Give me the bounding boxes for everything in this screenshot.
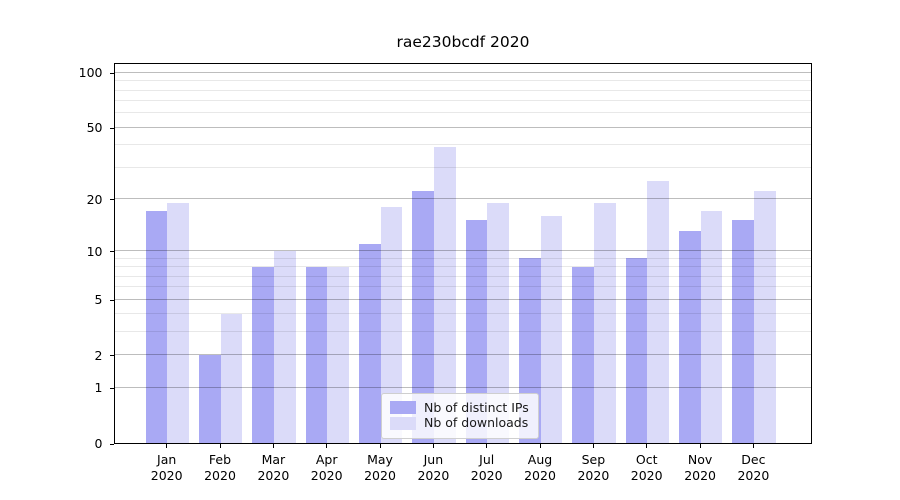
gridline-major-1 xyxy=(115,386,811,388)
x-tick-label-apr: Apr 2020 xyxy=(310,452,343,483)
x-tick-mark-jun xyxy=(432,444,434,448)
y-tick-label-0: 0 xyxy=(94,436,103,451)
x-tick-mark-oct xyxy=(646,444,648,448)
gridline-major-20 xyxy=(115,198,811,199)
y-tick-mark-2 xyxy=(109,355,114,357)
bar-downloads-dec xyxy=(753,191,776,443)
y-tick-mark-20 xyxy=(109,199,114,200)
x-tick-label-nov: Nov 2020 xyxy=(684,452,716,483)
gridline-major-50 xyxy=(115,126,811,128)
x-tick-label-jan: Jan 2020 xyxy=(150,452,183,483)
bar-distinct-ips-sep xyxy=(572,266,594,443)
legend-row-distinct-ips: Nb of distinct IPs xyxy=(390,399,529,415)
x-tick-mark-feb xyxy=(219,444,221,448)
bar-distinct-ips-feb xyxy=(198,354,221,443)
legend-label-distinct-ips: Nb of distinct IPs xyxy=(424,399,529,415)
bar-downloads-may xyxy=(380,206,403,443)
gridline-minor-3 xyxy=(115,331,811,333)
x-tick-label-feb: Feb 2020 xyxy=(204,452,236,483)
gridline-minor-40 xyxy=(115,144,811,146)
legend-row-downloads: Nb of downloads xyxy=(390,416,529,430)
plot-area: Nb of distinct IPs Nb of downloads xyxy=(114,63,812,444)
bar-distinct-ips-dec xyxy=(732,220,754,443)
gridline-minor-6 xyxy=(115,286,811,288)
x-tick-mark-may xyxy=(379,444,381,448)
x-tick-mark-mar xyxy=(272,444,274,448)
x-tick-mark-nov xyxy=(699,444,701,448)
x-tick-mark-jan xyxy=(166,444,168,448)
bar-downloads-feb xyxy=(220,313,243,443)
y-tick-label-10: 10 xyxy=(86,243,103,259)
x-tick-mark-apr xyxy=(326,444,328,448)
gridline-major-10 xyxy=(115,250,811,251)
gridline-minor-7 xyxy=(115,275,811,277)
legend: Nb of distinct IPs Nb of downloads xyxy=(381,393,539,439)
x-tick-mark-jul xyxy=(486,444,488,448)
y-tick-mark-10 xyxy=(109,251,114,252)
y-tick-mark-100 xyxy=(109,72,114,74)
x-tick-mark-aug xyxy=(539,444,541,448)
x-tick-label-may: May 2020 xyxy=(364,452,396,483)
gridline-minor-70 xyxy=(115,100,811,102)
gridline-major-5 xyxy=(115,298,811,300)
x-tick-label-dec: Dec 2020 xyxy=(737,452,770,483)
y-tick-label-5: 5 xyxy=(94,292,103,308)
y-tick-mark-5 xyxy=(109,299,114,301)
y-tick-mark-1 xyxy=(109,387,114,389)
y-tick-mark-0 xyxy=(109,443,114,445)
x-tick-label-sep: Sep 2020 xyxy=(577,452,610,483)
y-tick-label-2: 2 xyxy=(94,347,103,363)
y-tick-mark-50 xyxy=(109,127,114,129)
bar-distinct-ips-mar xyxy=(252,266,274,443)
x-tick-label-jun: Jun 2020 xyxy=(417,452,450,483)
bar-distinct-ips-jan xyxy=(145,210,168,443)
legend-swatch-distinct-ips xyxy=(390,401,416,414)
y-tick-label-100: 100 xyxy=(78,65,103,81)
legend-swatch-downloads xyxy=(390,416,416,430)
gridline-minor-90 xyxy=(115,80,811,82)
bar-downloads-sep xyxy=(593,202,616,443)
gridline-major-100 xyxy=(115,71,811,73)
bar-downloads-oct xyxy=(647,181,670,443)
gridline-minor-80 xyxy=(115,89,811,91)
bar-downloads-apr xyxy=(327,266,350,443)
legend-label-downloads: Nb of downloads xyxy=(424,415,529,430)
bar-distinct-ips-nov xyxy=(678,231,701,443)
bar-downloads-aug xyxy=(540,215,563,443)
bar-downloads-mar xyxy=(273,250,296,443)
bar-downloads-nov xyxy=(700,210,723,443)
bar-distinct-ips-oct xyxy=(625,258,648,443)
gridline-minor-8 xyxy=(115,266,811,268)
x-tick-mark-sep xyxy=(592,444,594,448)
bar-downloads-jul xyxy=(487,202,510,443)
x-tick-label-aug: Aug 2020 xyxy=(524,452,556,483)
bar-distinct-ips-jun xyxy=(412,191,434,443)
x-tick-label-oct: Oct 2020 xyxy=(630,452,663,483)
bar-downloads-jan xyxy=(167,202,190,443)
x-tick-mark-dec xyxy=(752,444,754,448)
gridline-minor-30 xyxy=(115,166,811,168)
gridline-major-2 xyxy=(115,354,811,356)
bar-distinct-ips-may xyxy=(358,243,381,443)
chart-title: rae230bcdf 2020 xyxy=(396,33,530,51)
bar-distinct-ips-jul xyxy=(465,220,488,443)
y-tick-label-20: 20 xyxy=(86,191,103,207)
y-tick-label-1: 1 xyxy=(94,380,103,396)
x-tick-label-mar: Mar 2020 xyxy=(257,452,290,483)
gridline-minor-60 xyxy=(115,112,811,114)
bar-distinct-ips-apr xyxy=(305,266,328,443)
gridline-minor-9 xyxy=(115,257,811,259)
bar-downloads-jun xyxy=(433,146,456,443)
gridline-minor-4 xyxy=(115,313,811,315)
y-tick-label-50: 50 xyxy=(86,120,103,136)
x-tick-label-jul: Jul 2020 xyxy=(470,452,503,483)
